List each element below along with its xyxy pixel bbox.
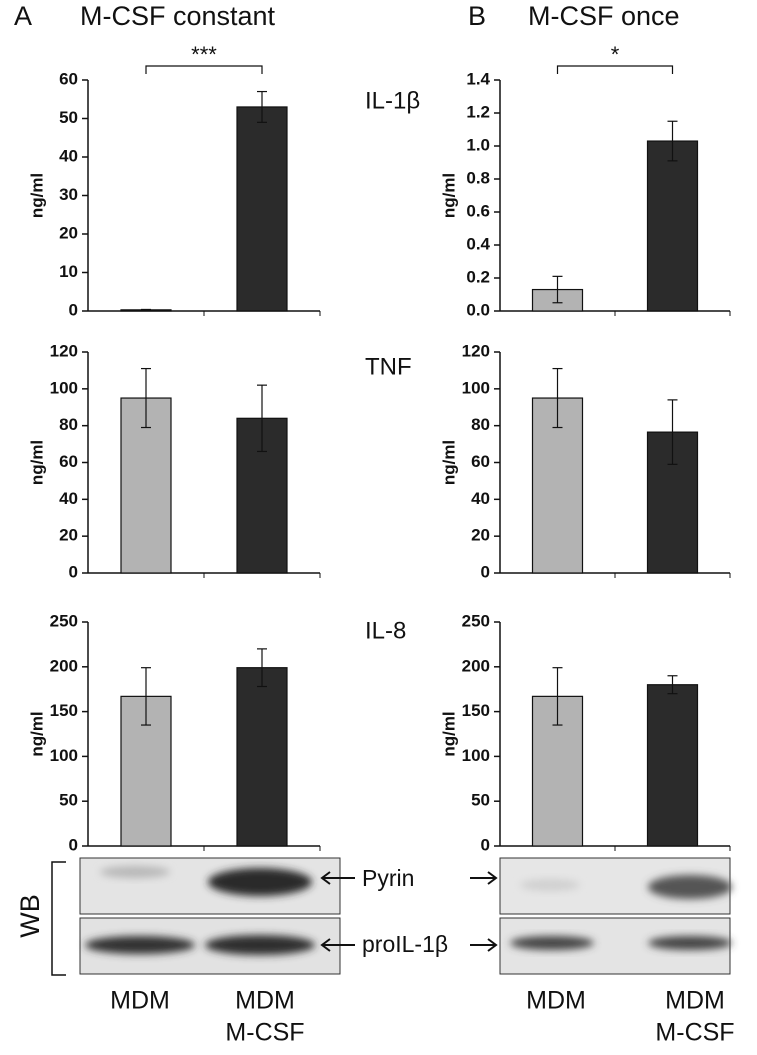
y-tick-label: 0	[69, 835, 78, 854]
y-tick-label: 100	[462, 746, 490, 765]
y-tick-label: 1.4	[466, 69, 490, 88]
band	[648, 875, 732, 899]
y-tick-label: 100	[462, 378, 490, 397]
y-tick-label: 1.2	[466, 102, 490, 121]
wb-label: WB	[15, 894, 45, 938]
y-tick-label: 250	[50, 611, 78, 630]
band	[510, 936, 594, 950]
y-tick-label: 0.8	[466, 168, 490, 187]
y-tick-label: 60	[471, 452, 490, 471]
y-tick-label: 10	[59, 262, 78, 281]
band	[520, 879, 580, 891]
y-axis-label: ng/ml	[27, 173, 46, 218]
y-axis-label: ng/ml	[439, 173, 458, 218]
y-tick-label: 0	[481, 835, 490, 854]
x-label: M-CSF	[225, 1019, 304, 1047]
y-tick-label: 0	[481, 562, 490, 581]
significance-label: ***	[191, 42, 217, 67]
y-tick-label: 0.4	[466, 234, 490, 253]
y-tick-label: 1.0	[466, 135, 490, 154]
band	[85, 936, 195, 954]
y-tick-label: 50	[59, 108, 78, 127]
band	[208, 868, 312, 896]
y-tick-label: 150	[462, 701, 490, 720]
y-tick-label: 20	[59, 526, 78, 545]
bar	[120, 397, 172, 574]
y-axis-label: ng/ml	[27, 440, 46, 485]
y-tick-label: 80	[471, 415, 490, 434]
wb-bracket	[51, 861, 66, 976]
y-tick-label: 120	[50, 341, 78, 360]
x-label: MDM	[526, 987, 586, 1015]
significance-label: *	[611, 42, 620, 67]
y-tick-label: 20	[59, 223, 78, 242]
band	[205, 935, 315, 955]
band-label: proIL-1β	[362, 931, 448, 957]
band	[648, 936, 732, 950]
bar	[646, 140, 699, 312]
arrow	[320, 938, 355, 952]
significance-bracket	[556, 65, 674, 74]
y-tick-label: 200	[462, 656, 490, 675]
y-tick-label: 0.6	[466, 201, 490, 220]
arrow	[470, 938, 498, 952]
significance-bracket	[145, 65, 263, 74]
y-axis-label: ng/ml	[27, 711, 46, 756]
y-tick-label: 40	[59, 489, 78, 508]
panel-title: M-CSF once	[528, 1, 680, 31]
y-tick-label: 100	[50, 378, 78, 397]
y-tick-label: 120	[462, 341, 490, 360]
y-tick-label: 60	[59, 69, 78, 88]
chart-title: IL-1β	[365, 87, 420, 114]
arrow	[470, 871, 498, 885]
y-tick-label: 0	[69, 562, 78, 581]
panel-letter: B	[468, 1, 486, 31]
y-tick-label: 100	[50, 746, 78, 765]
bar	[236, 106, 288, 312]
x-label: MDM	[665, 987, 725, 1015]
y-tick-label: 0.0	[466, 300, 490, 319]
y-tick-label: 60	[59, 452, 78, 471]
bar	[236, 667, 288, 847]
y-tick-label: 50	[471, 791, 490, 810]
y-tick-label: 40	[59, 146, 78, 165]
y-tick-label: 30	[59, 185, 78, 204]
x-label: M-CSF	[655, 1019, 734, 1047]
y-tick-label: 250	[462, 611, 490, 630]
x-label: MDM	[235, 987, 295, 1015]
y-tick-label: 150	[50, 701, 78, 720]
y-axis-label: ng/ml	[439, 440, 458, 485]
y-tick-label: 0	[69, 300, 78, 319]
bar	[646, 684, 699, 847]
y-tick-label: 0.2	[466, 267, 490, 286]
y-tick-label: 50	[59, 791, 78, 810]
band-label: Pyrin	[362, 865, 414, 891]
y-tick-label: 20	[471, 526, 490, 545]
chart-title: TNF	[365, 353, 412, 380]
y-tick-label: 40	[471, 489, 490, 508]
western-blot	[51, 857, 732, 976]
x-label: MDM	[110, 987, 170, 1015]
arrow	[320, 871, 355, 885]
panel-letter: A	[14, 1, 32, 31]
y-tick-label: 80	[59, 415, 78, 434]
y-axis-label: ng/ml	[439, 711, 458, 756]
chart-title: IL-8	[365, 617, 406, 644]
panel-title: M-CSF constant	[80, 1, 276, 31]
band	[100, 866, 170, 878]
y-tick-label: 200	[50, 656, 78, 675]
